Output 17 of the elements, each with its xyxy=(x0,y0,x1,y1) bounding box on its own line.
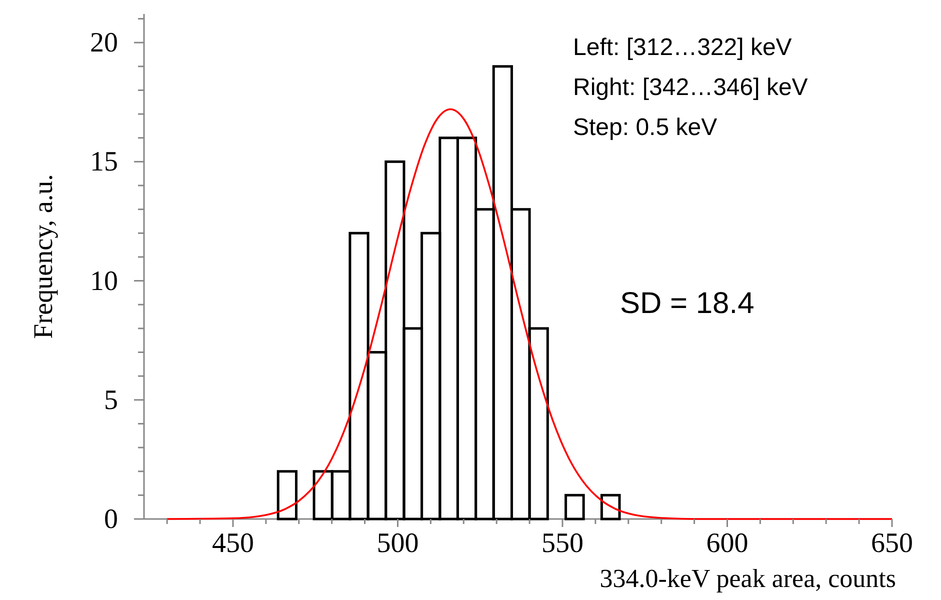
y-tick-label: 15 xyxy=(90,146,118,178)
annotation: Step: 0.5 keV xyxy=(573,114,718,141)
annotation: SD = 18.4 xyxy=(620,287,754,320)
y-axis-title: Frequency, a.u. xyxy=(28,174,58,339)
line-series xyxy=(166,108,893,520)
y-tick-label: 5 xyxy=(104,384,118,416)
y-tick-label: 20 xyxy=(90,28,118,59)
annotation: Right: [342…346] keV xyxy=(573,74,808,101)
x-tick-label: 450 xyxy=(212,528,254,559)
y-tick-label: 0 xyxy=(104,504,118,535)
annotation: Left: [312…322] keV xyxy=(573,34,792,61)
y-tick-label: 10 xyxy=(90,266,118,297)
x-tick-label: 550 xyxy=(541,528,584,559)
x-tick-label: 500 xyxy=(376,528,419,559)
x-tick-label: 650 xyxy=(871,528,913,559)
x-axis-title: 334.0-keV peak area, counts xyxy=(600,564,896,593)
x-tick-label: 600 xyxy=(706,528,748,559)
